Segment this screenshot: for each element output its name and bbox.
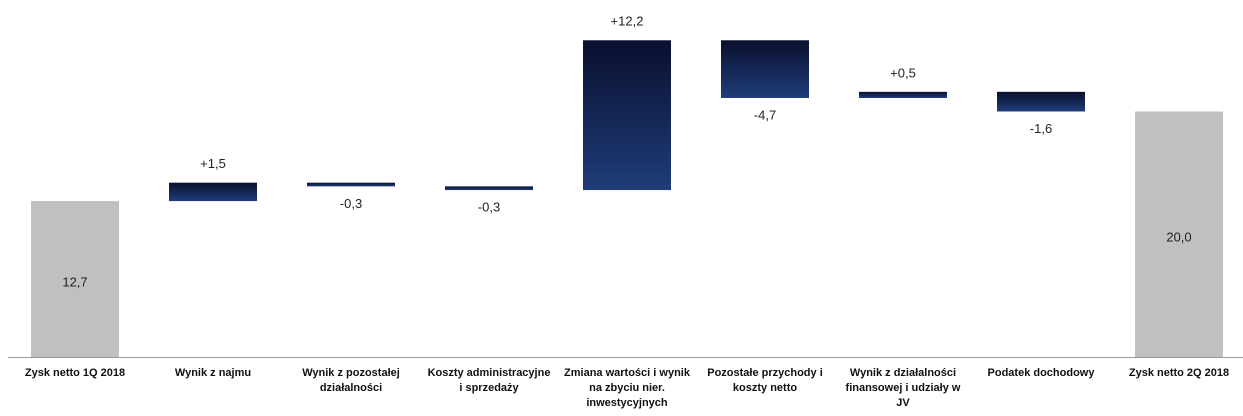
x-tick-label: Zysk netto 2Q 2018 [1128,367,1230,379]
data-label: +0,5 [890,65,916,80]
bar [307,182,395,187]
data-label: -0,3 [478,199,500,214]
x-tick-label: Wynik z pozostałej działalności [302,367,400,394]
x-tick-label: Koszty administracyjne i sprzedaży [427,367,551,394]
data-label: 20,0 [1166,230,1191,245]
bar [1135,111,1223,357]
data-label: -4,7 [754,107,776,122]
data-label: 12,7 [62,274,87,289]
data-label: -1,6 [1030,121,1052,136]
x-tick-label: Wynik z najmu [174,367,252,379]
bar [31,201,119,357]
bar [859,91,947,98]
bar [997,91,1085,112]
data-label: -0,3 [340,196,362,211]
x-tick-label: Zysk netto 1Q 2018 [24,367,126,379]
x-tick-label: Wynik z działalności finansowej i udział… [845,367,961,409]
data-label: +12,2 [611,14,644,29]
bar [445,186,533,191]
bar [583,40,671,191]
bar [169,182,257,202]
x-tick-label: Pozostałe przychody i koszty netto [707,367,823,394]
bar [721,40,809,98]
x-tick-label: Podatek dochodowy [987,367,1095,379]
data-label: +1,5 [200,156,226,171]
x-tick-label: Zmiana wartości i wynik na zbyciu nier. … [564,367,690,409]
